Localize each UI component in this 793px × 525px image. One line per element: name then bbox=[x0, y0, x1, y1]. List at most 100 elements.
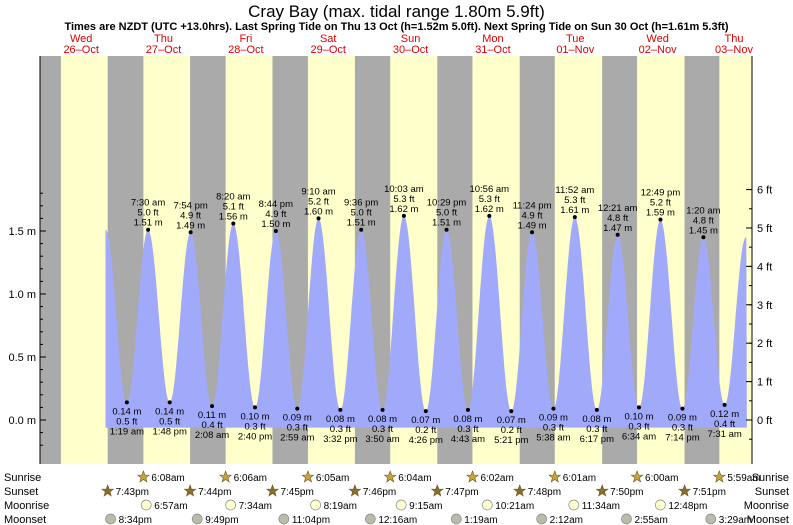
day-label: Thu bbox=[725, 33, 744, 45]
sunrise-time: 6:06am bbox=[234, 473, 267, 484]
low-tide-time: 2:59 am bbox=[280, 433, 314, 444]
high-tide-feet: 5.0 ft bbox=[351, 208, 372, 219]
high-tide-metres: 1.62 m bbox=[475, 204, 504, 215]
moonrise-moon-icon bbox=[481, 499, 493, 511]
low-tide-point bbox=[167, 400, 172, 405]
y-tick-label-feet: 4 ft bbox=[757, 261, 772, 273]
astro-rows: Sunrise Sunrise Sunset Sunset Moonrise Moonri… bbox=[4, 470, 789, 525]
low-tide-metres: 0.07 m bbox=[411, 415, 440, 426]
y-tick-label-feet: 0 ft bbox=[757, 415, 772, 427]
low-tide-point bbox=[423, 409, 428, 414]
high-tide-metres: 1.49 m bbox=[518, 220, 547, 231]
low-tide-point bbox=[210, 404, 215, 409]
low-tide-metres: 0.08 m bbox=[326, 414, 355, 425]
moonrise-moon-icon bbox=[395, 499, 407, 511]
low-tide-time: 2:08 am bbox=[195, 430, 229, 441]
low-tide-point bbox=[465, 407, 470, 412]
moonset-moon-icon bbox=[450, 513, 462, 525]
low-tide-time: 7:31 am bbox=[707, 429, 741, 440]
high-tide-feet: 5.2 ft bbox=[308, 196, 329, 207]
low-tide-point bbox=[124, 400, 129, 405]
sunrise-time: 6:05am bbox=[316, 473, 349, 484]
moonset-time: 11:04pm bbox=[292, 515, 330, 525]
low-tide-time: 5:38 am bbox=[536, 433, 570, 444]
high-tide-metres: 1.51 m bbox=[347, 218, 376, 229]
low-tide-metres: 0.10 m bbox=[624, 411, 653, 422]
sunrise-time: 6:01am bbox=[563, 473, 596, 484]
sunrise-star-icon bbox=[301, 470, 315, 483]
high-tide-feet: 4.8 ft bbox=[607, 213, 628, 224]
low-tide-feet: 0.3 ft bbox=[244, 421, 265, 432]
moonset-moon-icon bbox=[364, 513, 376, 525]
low-tide-feet: 0.3 ft bbox=[586, 424, 607, 435]
low-tide-metres: 0.10 m bbox=[241, 411, 270, 422]
high-tide-point bbox=[401, 213, 406, 218]
low-tide-feet: 0.3 ft bbox=[672, 423, 693, 434]
y-tick-label-metres: 0.5 m bbox=[8, 352, 36, 364]
low-tide-metres: 0.08 m bbox=[368, 414, 397, 425]
sunrise-time: 6:04am bbox=[398, 473, 431, 484]
low-tide-time: 2:40 pm bbox=[238, 431, 272, 442]
high-tide-metres: 1.56 m bbox=[219, 211, 248, 222]
sunrise-time: 6:08am bbox=[151, 473, 184, 484]
sunrise-time: 5:59am bbox=[727, 473, 760, 484]
moonset-time: 2:12am bbox=[550, 515, 583, 525]
y-tick-label-metres: 1.5 m bbox=[8, 226, 36, 238]
date-label: 29–Oct bbox=[310, 44, 345, 56]
date-label: 27–Oct bbox=[146, 44, 181, 56]
sunset-star-icon bbox=[348, 484, 362, 497]
low-tide-feet: 0.4 ft bbox=[714, 419, 735, 430]
low-tide-time: 4:26 pm bbox=[409, 435, 443, 446]
date-label: 01–Nov bbox=[556, 44, 594, 56]
sunrise-star-icon bbox=[136, 470, 150, 483]
low-tide-metres: 0.07 m bbox=[497, 415, 526, 426]
low-tide-feet: 0.2 ft bbox=[501, 425, 522, 436]
low-tide-metres: 0.14 m bbox=[112, 406, 141, 417]
high-tide-time: 1:20 am bbox=[686, 205, 720, 216]
day-label: Tue bbox=[566, 33, 585, 45]
high-tide-point bbox=[701, 235, 706, 240]
tide-curve bbox=[105, 215, 747, 428]
low-tide-metres: 0.09 m bbox=[539, 413, 568, 424]
high-tide-metres: 1.62 m bbox=[389, 204, 418, 215]
low-tide-feet: 0.5 ft bbox=[116, 416, 137, 427]
high-tide-feet: 5.3 ft bbox=[479, 194, 500, 205]
sunrise-time: 6:00am bbox=[645, 473, 678, 484]
sunset-time: 7:47pm bbox=[445, 487, 478, 498]
low-tide-feet: 0.5 ft bbox=[159, 416, 180, 427]
moonset-moon-icon bbox=[536, 513, 548, 525]
moonrise-time: 7:34am bbox=[239, 501, 272, 512]
low-tide-metres: 0.14 m bbox=[155, 406, 184, 417]
low-tide-feet: 0.3 ft bbox=[330, 424, 351, 435]
chart-title: Cray Bay (max. tidal range 1.80m 5.9ft) bbox=[248, 2, 545, 21]
low-tide-point bbox=[722, 402, 727, 407]
low-tide-point bbox=[594, 407, 599, 412]
day-headers: Wed26–OctThu27–OctFri28–OctSat29–OctSun3… bbox=[63, 33, 753, 56]
high-tide-point bbox=[444, 227, 449, 232]
low-tide-point bbox=[295, 406, 300, 411]
y-tick-label-feet: 1 ft bbox=[757, 377, 772, 389]
day-label: Wed bbox=[646, 33, 668, 45]
moonrise-time: 8:19am bbox=[324, 501, 357, 512]
high-tide-point bbox=[188, 230, 193, 235]
low-tide-point bbox=[253, 405, 258, 410]
daylight-band bbox=[60, 56, 108, 464]
high-tide-time: 12:21 am bbox=[598, 203, 638, 214]
high-tide-point bbox=[572, 215, 577, 220]
moonset-time: 12:16am bbox=[378, 515, 417, 525]
sunset-time: 7:50pm bbox=[610, 487, 643, 498]
y-tick-label-feet: 5 ft bbox=[757, 223, 772, 235]
y-tick-label-feet: 2 ft bbox=[757, 338, 772, 350]
high-tide-time: 8:20 am bbox=[216, 191, 250, 202]
day-label: Thu bbox=[154, 33, 173, 45]
high-tide-time: 7:30 am bbox=[131, 198, 165, 209]
day-label: Sat bbox=[320, 33, 337, 45]
high-tide-point bbox=[273, 229, 278, 233]
high-tide-time: 8:44 pm bbox=[259, 199, 293, 210]
tide-area bbox=[105, 215, 747, 428]
moonset-row-label-left: Moonset bbox=[4, 514, 46, 525]
high-tide-time: 9:10 am bbox=[301, 186, 335, 197]
high-tide-feet: 5.1 ft bbox=[223, 201, 244, 212]
low-tide-time: 6:34 am bbox=[622, 431, 656, 442]
high-tide-metres: 1.49 m bbox=[176, 220, 205, 231]
